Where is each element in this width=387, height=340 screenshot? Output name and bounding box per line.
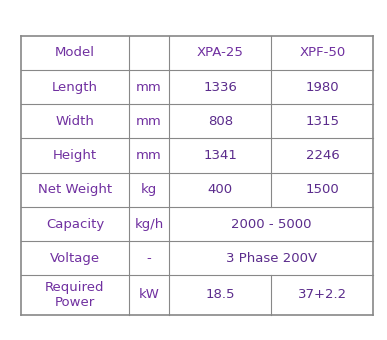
Text: Capacity: Capacity [46,218,104,231]
Text: mm: mm [136,115,162,128]
Text: Net Weight: Net Weight [38,183,112,196]
Text: 1336: 1336 [203,81,237,94]
Text: Model: Model [55,46,95,59]
Text: Length: Length [52,81,98,94]
Text: mm: mm [136,81,162,94]
Text: -: - [147,252,151,265]
Text: kW: kW [139,288,159,302]
Text: Width: Width [56,115,94,128]
Text: 808: 808 [208,115,233,128]
Text: kg/h: kg/h [134,218,164,231]
Text: 400: 400 [208,183,233,196]
Text: XPF-50: XPF-50 [299,46,346,59]
Text: Required
Power: Required Power [45,281,105,309]
Text: 18.5: 18.5 [205,288,235,302]
Text: 2000 - 5000: 2000 - 5000 [231,218,312,231]
Text: Voltage: Voltage [50,252,100,265]
Text: kg: kg [141,183,157,196]
Text: Height: Height [53,149,97,162]
Text: 1980: 1980 [306,81,339,94]
Text: 1500: 1500 [305,183,339,196]
Text: mm: mm [136,149,162,162]
Text: 37+2.2: 37+2.2 [298,288,347,302]
Text: 1315: 1315 [305,115,339,128]
Text: XPA-25: XPA-25 [197,46,244,59]
Text: 3 Phase 200V: 3 Phase 200V [226,252,317,265]
Text: 2246: 2246 [305,149,339,162]
Text: 1341: 1341 [203,149,237,162]
